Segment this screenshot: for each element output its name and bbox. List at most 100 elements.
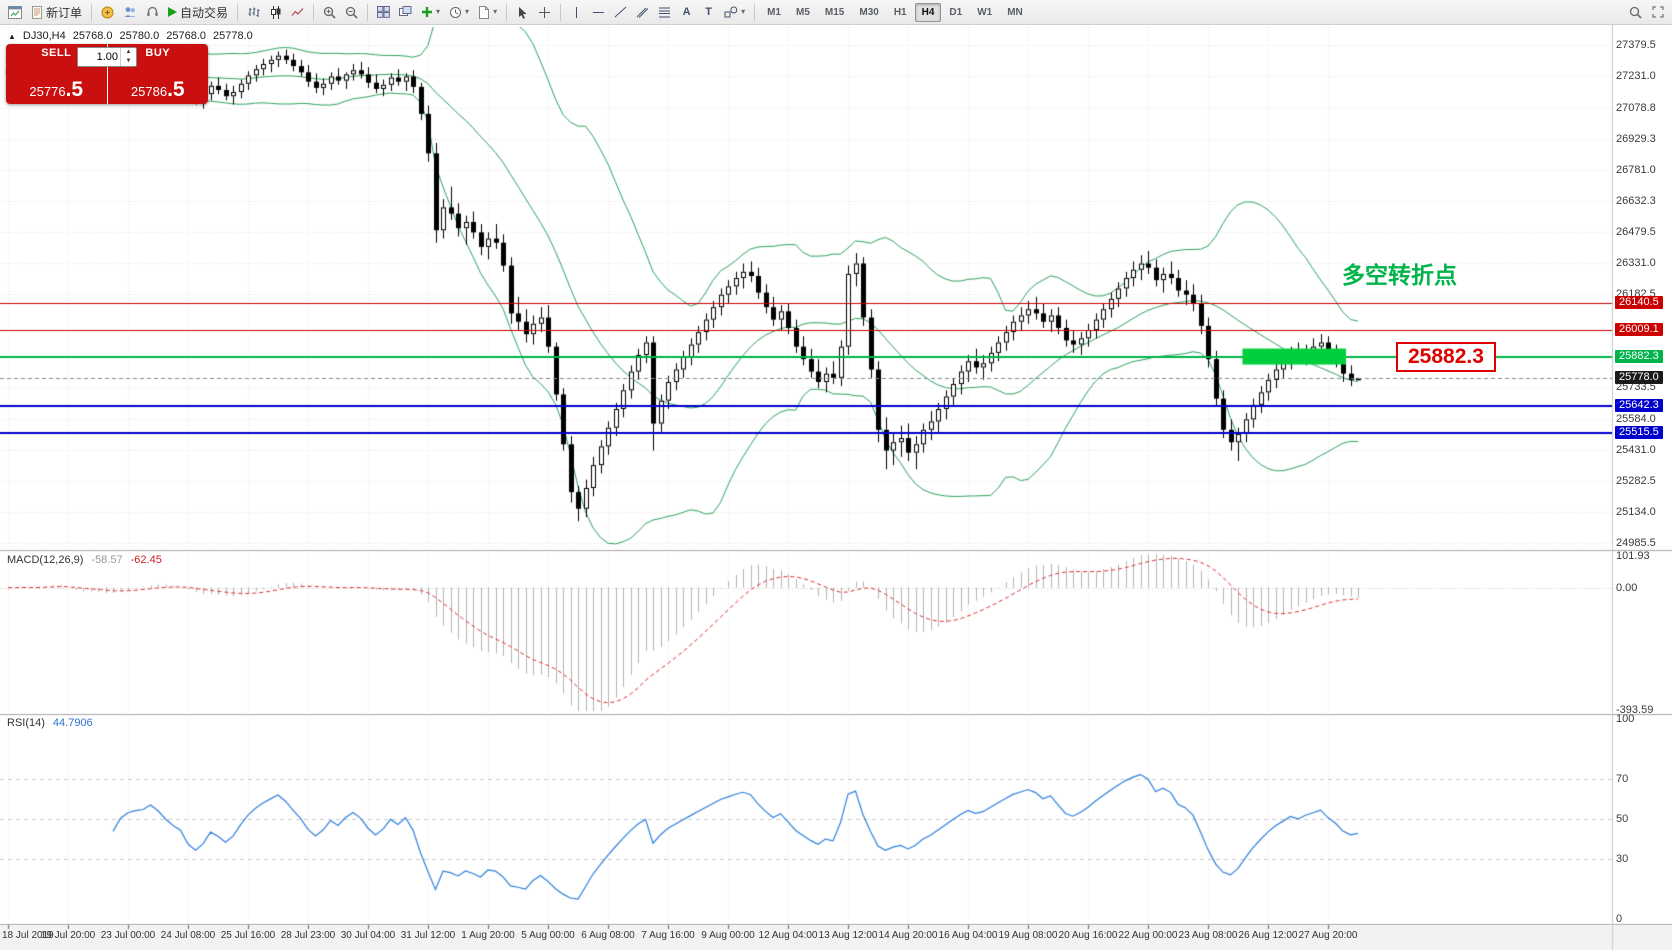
headset-icon [147,6,158,17]
sell-button[interactable]: SELL 25776.5 [6,44,108,104]
ohlc-open: 25768.0 [72,30,113,42]
buy-price: 25786.5 [130,78,185,101]
shapes-button[interactable]: ▾ [720,2,749,23]
chart-canvas[interactable] [0,25,1672,950]
macd-header: MACD(12,26,9) -58.57 -62.45 [7,554,162,566]
new-order-button[interactable]: 新订单 [27,2,86,23]
metaeditor-icon [101,6,114,18]
timeframe-m15-button[interactable]: M15 [818,3,851,22]
ohlc-close: 25778.0 [213,30,253,42]
macd-name: MACD(12,26,9) [7,554,84,566]
cursor-button[interactable] [512,2,533,23]
fullscreen-button[interactable] [1647,2,1668,23]
toolbar-separator [560,3,562,21]
toolbar-separator [237,3,239,21]
price-callout-annotation: 25882.3 [1396,342,1496,372]
text-icon: A [682,6,691,18]
one-click-trading-panel: SELL 25776.5 BUY 25786.5 ▲ ▼ [6,44,208,104]
trendline-icon [614,6,627,18]
volume-box: ▲ ▼ [77,47,137,67]
line-chart-button[interactable] [287,2,308,23]
new-order-icon [32,5,42,19]
metaeditor-button[interactable] [97,2,118,23]
toolbar-separator [506,3,508,21]
support-button[interactable] [142,2,163,23]
turning-point-annotation: 多空转折点 [1342,262,1457,288]
toolbar: 新订单 自动交易 ▾ ▾ ▾ A T ▾ M1 M5 M15 M30 H1 H4… [0,0,1672,25]
volume-input[interactable] [78,48,120,66]
fullscreen-icon [1652,6,1663,18]
toolbar-separator [91,3,93,21]
rsi-value: 44.7906 [52,717,93,729]
macd-value-2: -62.45 [130,554,162,566]
cursor-icon [519,6,527,19]
trendline-button[interactable] [610,2,631,23]
toolbar-separator [313,3,315,21]
vertical-line-icon [576,6,578,18]
cascade-windows-button[interactable] [395,2,416,23]
volume-down-button[interactable]: ▼ [125,58,132,64]
timeframe-h1-button[interactable]: H1 [887,3,914,22]
search-icon [1629,6,1642,19]
symbol-name: DJ30,H4 [22,30,66,42]
horizontal-line-icon [593,11,605,13]
sell-price: 25776.5 [29,78,84,101]
horizontal-line-button[interactable] [588,2,609,23]
volume-up-button[interactable]: ▲ [125,49,132,55]
zoom-in-button[interactable] [319,2,340,23]
tile-windows-button[interactable] [373,2,394,23]
autotrading-label: 自动交易 [180,5,229,20]
new-chart-button[interactable] [4,2,26,23]
shapes-icon [724,6,738,18]
fibonacci-icon [659,7,671,18]
indicators-plus-icon [422,7,433,17]
template-icon [479,5,490,19]
fibonacci-button[interactable] [654,2,675,23]
timeframe-m1-button[interactable]: M1 [760,3,788,22]
line-chart-icon [291,8,304,16]
new-chart-icon [8,5,22,19]
search-button[interactable] [1625,2,1646,23]
ohlc-high: 25780.0 [119,30,160,42]
timeframe-h4-button[interactable]: H4 [914,2,942,22]
community-button[interactable] [119,2,141,23]
toolbar-separator [367,3,369,21]
chevron-down-icon: ▾ [741,7,746,16]
timeframe-mn-button[interactable]: MN [1000,3,1030,22]
trade-panel-toggle-icon[interactable]: ▲ [8,31,16,41]
zoom-out-button[interactable] [341,2,362,23]
channel-button[interactable] [632,2,653,23]
indicators-button[interactable]: ▾ [417,2,444,23]
symbol-info-bar: ▲ DJ30,H4 25768.0 25780.0 25768.0 25778.… [8,30,253,42]
volume-stepper: ▲ ▼ [120,48,136,66]
channel-icon [636,7,649,18]
buy-label: BUY [145,47,171,59]
candlestick-chart-icon [270,5,281,19]
zoom-in-icon [323,6,336,19]
cascade-windows-icon [399,6,412,16]
candlestick-chart-button[interactable] [265,2,286,23]
chevron-down-icon: ▾ [436,7,441,16]
autotrading-button[interactable]: 自动交易 [164,2,232,23]
chevron-down-icon: ▾ [493,7,498,16]
community-icon [124,7,136,17]
label-button[interactable]: T [698,2,719,23]
vertical-line-button[interactable] [566,2,587,23]
timeframe-w1-button[interactable]: W1 [970,3,999,22]
zoom-out-icon [345,6,358,19]
bar-chart-icon [248,7,260,17]
timeframe-m30-button[interactable]: M30 [852,3,885,22]
periods-button[interactable]: ▾ [445,2,473,23]
timeframe-m5-button[interactable]: M5 [789,3,817,22]
templates-button[interactable]: ▾ [474,2,501,23]
crosshair-icon [539,6,551,18]
rsi-name: RSI(14) [7,717,45,729]
text-button[interactable]: A [676,2,697,23]
sell-label: SELL [41,47,72,59]
timeframe-d1-button[interactable]: D1 [942,3,969,22]
autotrading-icon [168,7,178,17]
crosshair-button[interactable] [534,2,555,23]
rsi-header: RSI(14) 44.7906 [7,717,93,729]
bar-chart-button[interactable] [243,2,264,23]
new-order-label: 新订单 [46,5,83,20]
